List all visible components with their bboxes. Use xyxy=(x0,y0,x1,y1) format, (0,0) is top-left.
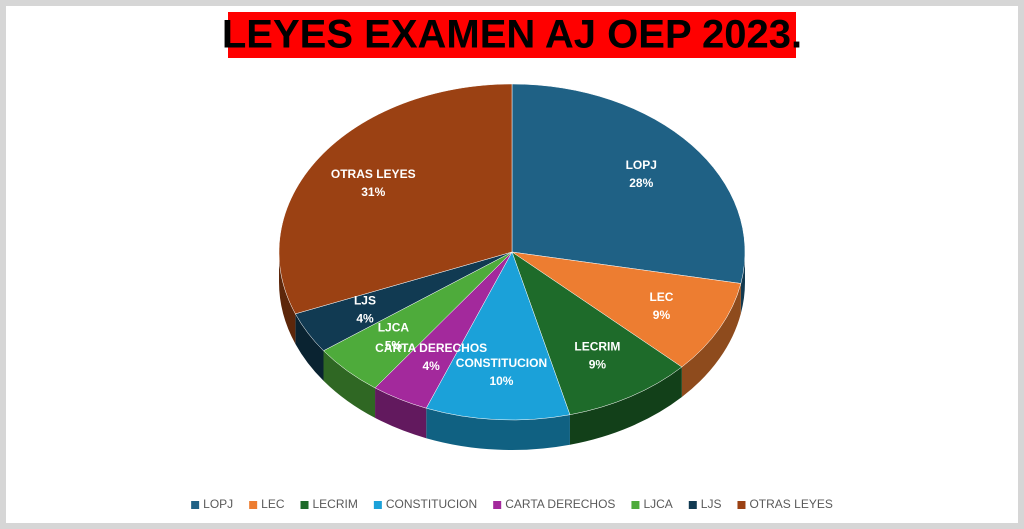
pie-side xyxy=(740,252,745,314)
legend-swatch xyxy=(737,501,746,509)
data-label: 31% xyxy=(361,185,385,199)
legend-swatch xyxy=(191,501,200,509)
data-label-name: OTRAS LEYES xyxy=(331,167,416,181)
legend-label: LJCA xyxy=(643,497,672,511)
data-label: 10% xyxy=(489,374,513,388)
pie-slice xyxy=(511,83,746,284)
data-label: 4% xyxy=(356,311,374,325)
data-label-name: LJCA xyxy=(378,321,410,335)
data-label-name: CONSTITUCION xyxy=(456,356,547,370)
pie-side xyxy=(426,408,570,451)
data-label: 5% xyxy=(385,339,403,353)
legend-swatch xyxy=(373,501,382,509)
data-label: 9% xyxy=(589,357,607,371)
pie-side xyxy=(569,367,682,445)
legend-label: CONSTITUCION xyxy=(386,497,477,511)
pie-sides xyxy=(279,252,745,451)
pie-side xyxy=(323,350,376,418)
chart-title: LEYES EXAMEN AJ OEP 2023. xyxy=(222,13,802,57)
legend-swatch xyxy=(631,501,640,509)
pie-side xyxy=(279,252,296,344)
pie-side xyxy=(295,313,324,381)
pie-slice xyxy=(511,251,683,416)
data-label: 28% xyxy=(629,176,653,190)
legend-swatch xyxy=(493,501,502,509)
data-labels: LOPJ 28% LEC 9% LECRIM 9% CONSTITUCION 10% CARTA… xyxy=(331,158,674,388)
pie-tops xyxy=(278,83,746,421)
legend-label: CARTA DERECHOS xyxy=(505,497,615,511)
data-label: 9% xyxy=(653,308,671,322)
legend: LOPJ LEC LECRIM CONSTITUCION CARTA DERECHOS L… xyxy=(191,497,833,511)
legend-swatch xyxy=(249,501,258,509)
pie-slice xyxy=(278,83,513,315)
legend-label: LECRIM xyxy=(313,497,358,511)
pie-slice xyxy=(511,251,742,368)
data-label: 4% xyxy=(423,359,441,373)
legend-label: OTRAS LEYES xyxy=(749,497,832,511)
legend-swatch xyxy=(688,501,697,509)
data-label-name: LEC xyxy=(649,290,673,304)
title-box xyxy=(228,12,796,58)
data-label-name: LJS xyxy=(354,293,376,307)
legend-label: LJS xyxy=(701,497,722,511)
legend-label: LEC xyxy=(261,497,285,511)
data-label-name: LOPJ xyxy=(626,158,657,172)
data-label-name: LECRIM xyxy=(574,339,620,353)
pie-slice xyxy=(425,251,571,421)
data-label-name: CARTA DERECHOS xyxy=(375,341,487,355)
pie-side xyxy=(681,283,741,398)
legend-label: LOPJ xyxy=(203,497,233,511)
pie-side xyxy=(375,387,427,439)
legend-swatch xyxy=(300,501,309,509)
